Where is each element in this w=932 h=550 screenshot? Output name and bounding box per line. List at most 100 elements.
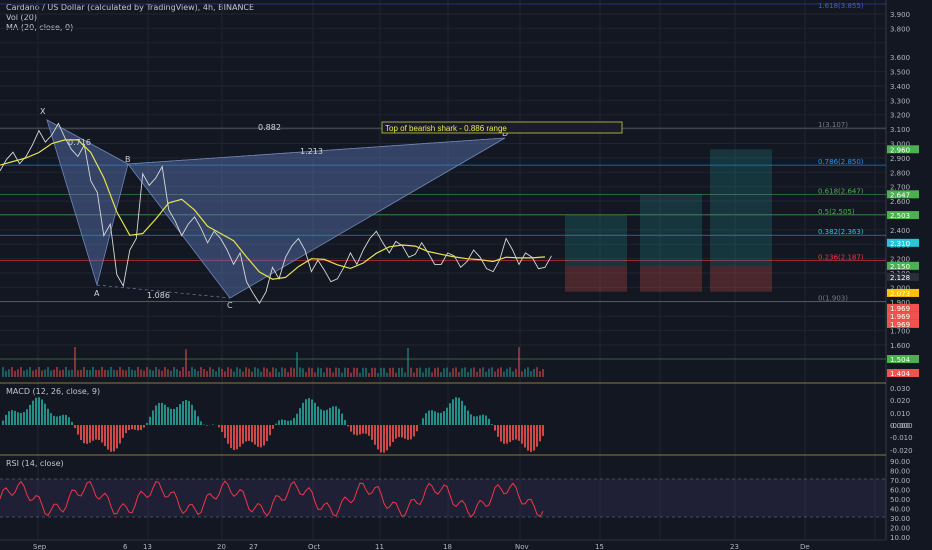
price-tag-text: 1.969 — [890, 305, 910, 313]
rsi-tick-label: 80.00 — [890, 468, 910, 476]
volume-bar — [539, 371, 541, 377]
macd-bar — [341, 413, 343, 425]
time-tick-label: De — [800, 543, 810, 550]
time-tick-label: 6 — [123, 543, 128, 550]
macd-bar — [242, 425, 244, 444]
volume-bar — [194, 369, 196, 377]
annotation-box[interactable] — [381, 121, 623, 134]
volume-bar — [347, 367, 349, 377]
rsi-tick-label: 50.00 — [890, 496, 910, 504]
macd-bar — [68, 417, 70, 425]
macd-bar — [92, 425, 94, 441]
volume-bar — [323, 372, 325, 377]
volume-bar — [536, 367, 538, 377]
macd-bar — [536, 425, 538, 447]
rsi-tick-label: 40.00 — [890, 506, 910, 514]
volume-bar — [32, 370, 34, 377]
price-tag-text: 2.647 — [890, 191, 910, 199]
volume-bar — [356, 367, 358, 377]
volume-bars: 1.504 1.404 — [0, 347, 919, 378]
volume-bar — [314, 372, 316, 377]
macd-bar — [137, 425, 139, 431]
price-tag-bg — [887, 311, 919, 320]
macd-bar — [101, 425, 103, 443]
volume-bar — [293, 368, 295, 377]
macd-bar — [74, 425, 76, 429]
macd-bar — [428, 410, 430, 425]
macd-bar — [53, 415, 55, 425]
macd-bar — [173, 408, 175, 425]
volume-bar — [119, 367, 121, 377]
rsi-tick-label: 20.00 — [890, 525, 910, 533]
volume-bar — [509, 367, 511, 377]
macd-bar — [332, 406, 334, 425]
rsi-legend[interactable]: RSI (14, close) — [6, 459, 64, 468]
macd-bar — [230, 425, 232, 449]
macd-bar — [29, 404, 31, 425]
volume-bar — [365, 367, 367, 377]
macd-bar — [353, 425, 355, 435]
macd-bar — [62, 414, 64, 425]
macd-bar — [455, 397, 457, 425]
macd-bar — [200, 421, 202, 425]
harmonic-pattern[interactable]: X A B C D 0.716 0.882 1.213 1.086 — [40, 107, 508, 310]
volume-bar — [440, 372, 442, 377]
time-tick-label: 18 — [443, 543, 452, 550]
volume-bar — [371, 367, 373, 377]
fib-label: 0.618(2.647) — [818, 187, 864, 195]
macd-bar — [65, 414, 67, 425]
macd-bar — [275, 423, 277, 425]
macd-bar — [134, 425, 136, 430]
volume-bar — [125, 370, 127, 377]
macd-legend[interactable]: MACD (12, 26, close, 9) — [6, 387, 100, 396]
macd-bar — [530, 425, 532, 452]
rsi-line — [0, 480, 544, 518]
macd-bar — [443, 411, 445, 425]
symbol-title[interactable]: Cardano / US Dollar (calculated by Tradi… — [6, 3, 255, 12]
time-tick-label: 20 — [217, 543, 226, 550]
volume-bar — [362, 367, 364, 377]
volume-bar — [203, 369, 205, 377]
macd-bar — [122, 425, 124, 438]
macd-bar — [326, 409, 328, 425]
price-tick-label: 3.500 — [890, 69, 910, 77]
time-tick-label: Oct — [308, 543, 320, 550]
macd-tick-label: 0.000 — [890, 422, 910, 430]
volume-bar — [527, 367, 529, 377]
macd-bar — [344, 419, 346, 425]
macd-bar — [80, 425, 82, 441]
macd-bar — [110, 425, 112, 452]
ma-legend[interactable]: MA (20, close, 0) — [6, 23, 74, 32]
price-tick-label: 3.800 — [890, 25, 910, 33]
volume-bar — [89, 369, 91, 377]
macd-bar — [320, 409, 322, 425]
fib-retracement[interactable]: 1(3.107) 0.786(2.850) 0.618(2.647) 0.5(2.50… — [0, 2, 886, 302]
volume-bar — [116, 370, 118, 377]
macd-bar — [308, 398, 310, 425]
macd-bar — [464, 405, 466, 425]
macd-bar — [512, 425, 514, 441]
target-boxes[interactable] — [565, 149, 772, 292]
volume-legend[interactable]: Vol (20) — [6, 13, 37, 22]
macd-bar — [260, 425, 262, 448]
fib-label: 1(3.107) — [818, 121, 848, 129]
macd-bar — [293, 418, 295, 425]
time-tick-label: 15 — [595, 543, 604, 550]
ma-line — [0, 139, 546, 280]
volume-bar — [23, 370, 25, 377]
target-stop-zone — [710, 265, 772, 292]
chart-legend: Cardano / US Dollar (calculated by Tradi… — [6, 3, 254, 33]
volume-bar — [344, 367, 346, 377]
volume-bar — [485, 371, 487, 377]
price-tick-label: 3.000 — [890, 141, 910, 149]
price-tick-label: 2.800 — [890, 169, 910, 177]
volume-bar — [272, 367, 274, 377]
volume-bar — [479, 368, 481, 377]
macd-bar — [296, 413, 298, 425]
macd-bar — [515, 425, 517, 440]
volume-bar — [26, 369, 28, 377]
rsi-tick-label: 10.00 — [890, 534, 910, 542]
macd-bar — [539, 425, 541, 442]
time-axis[interactable]: Sep 6 13 20 27 Oct 11 18 Nov 15 23 De — [33, 543, 810, 550]
